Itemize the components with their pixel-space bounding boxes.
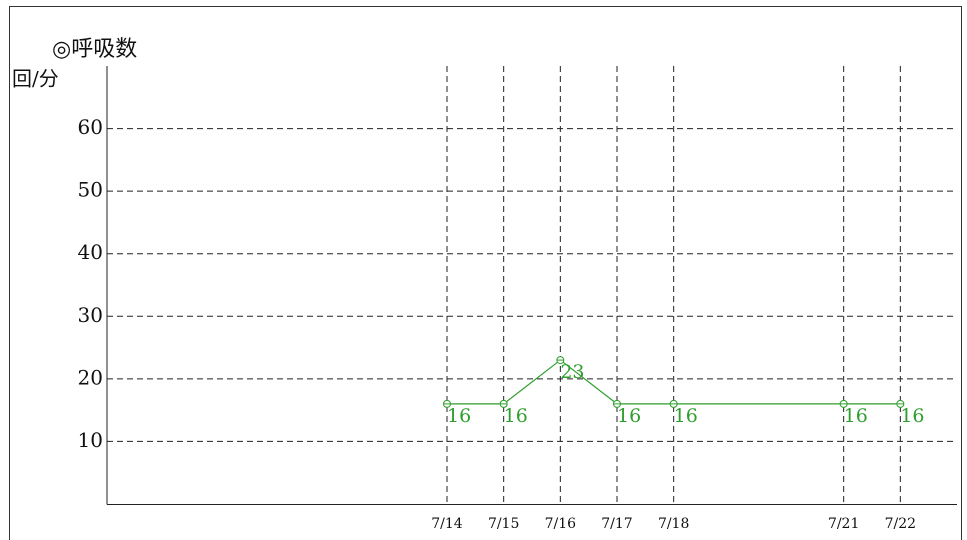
x-tick-label: 7/14 <box>431 516 463 532</box>
chart-title: ◎呼吸数 <box>52 37 137 62</box>
data-label: 16 <box>900 405 924 427</box>
y-tick-label: 40 <box>78 240 103 264</box>
frame <box>9 6 962 540</box>
y-tick-label: 10 <box>78 428 103 452</box>
x-tick-label: 7/22 <box>885 516 916 532</box>
data-label: 16 <box>844 405 868 427</box>
data-label: 16 <box>674 405 698 427</box>
y-tick-label: 20 <box>78 365 103 389</box>
x-tick-label: 7/18 <box>658 516 689 532</box>
x-tick-label: 7/21 <box>828 516 859 532</box>
data-label: 16 <box>504 405 528 427</box>
x-tick-label: 7/15 <box>488 516 519 532</box>
x-tick-label: 7/16 <box>545 516 577 532</box>
data-label: 23 <box>560 361 584 383</box>
data-label: 16 <box>617 405 641 427</box>
y-tick-label: 60 <box>78 115 103 139</box>
y-tick-label: 50 <box>78 178 103 202</box>
x-tick-label: 7/17 <box>601 516 632 532</box>
data-label: 16 <box>447 405 471 427</box>
y-axis-label: 回/分 <box>12 67 59 91</box>
y-tick-label: 30 <box>78 303 103 327</box>
